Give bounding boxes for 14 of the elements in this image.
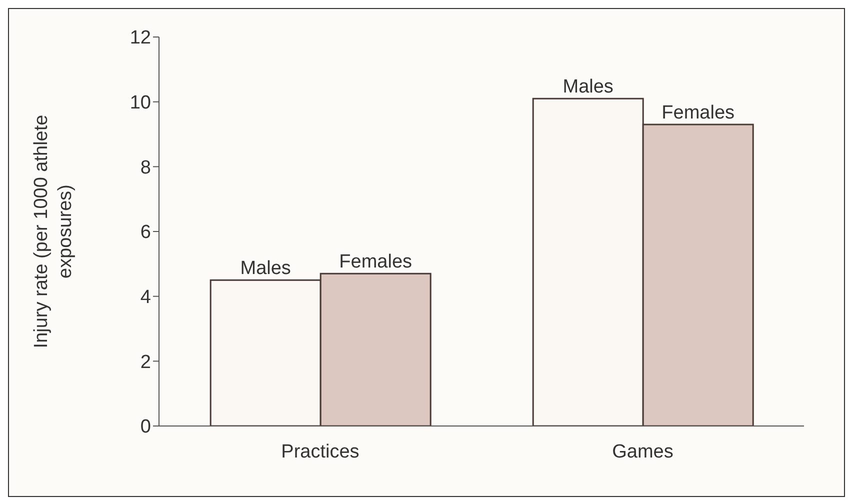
- y-tick-label: 2: [140, 352, 151, 373]
- y-axis-title: Injury rate (per 1000 athlete exposures): [31, 114, 76, 348]
- y-tick-label: 4: [140, 287, 152, 308]
- series-label: Females: [339, 252, 412, 273]
- x-tick-label: Games: [612, 441, 674, 462]
- y-tick-label: 8: [140, 157, 151, 178]
- text: Females: [662, 102, 735, 124]
- y-tick-label: 12: [130, 28, 151, 49]
- y-tick-label: 6: [140, 222, 151, 244]
- series-label: Males: [240, 258, 291, 280]
- x-tick-label: Practices: [281, 441, 360, 462]
- y-tick-label: 10: [130, 92, 151, 114]
- text: Males: [562, 76, 614, 98]
- y-tick-label: 0: [140, 416, 151, 438]
